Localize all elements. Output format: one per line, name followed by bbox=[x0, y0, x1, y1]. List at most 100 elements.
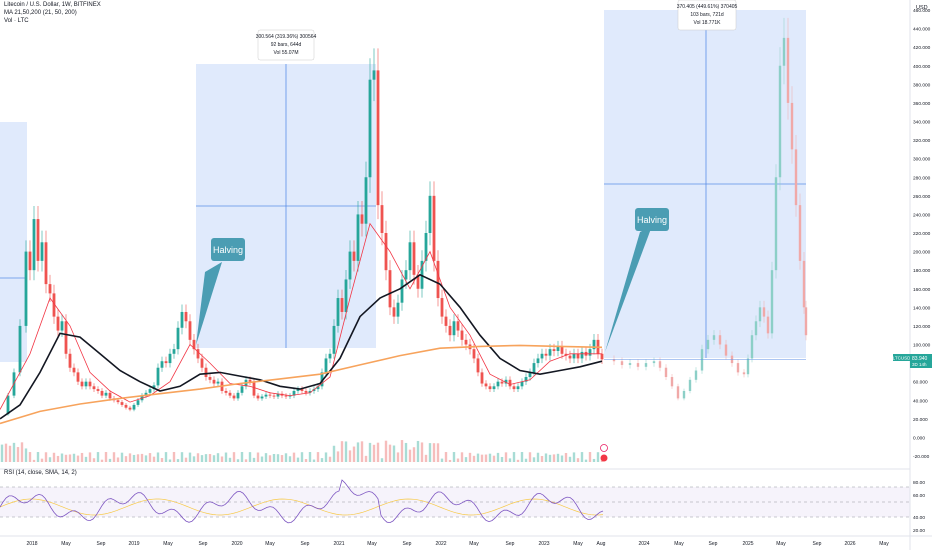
candle-body bbox=[448, 325, 452, 336]
volume-bar bbox=[396, 452, 400, 462]
measure-label-1: 300.564 (319.36%) 300564 92 bars, 644d V… bbox=[256, 29, 317, 61]
candle-body bbox=[552, 349, 556, 352]
candle-body bbox=[568, 355, 572, 359]
projection-body bbox=[742, 372, 746, 375]
volume-bar bbox=[164, 452, 168, 462]
candle-body bbox=[120, 402, 124, 405]
volume-bar bbox=[320, 458, 324, 462]
time-axis-label: 2025 bbox=[742, 541, 753, 547]
measure-box-2021[interactable] bbox=[196, 64, 376, 348]
volume-bar bbox=[168, 459, 172, 462]
currency-label[interactable]: USD bbox=[916, 5, 928, 11]
rsi-axis-label: 80.00 bbox=[913, 480, 925, 486]
volume-bar bbox=[136, 454, 140, 462]
volume-bar bbox=[4, 443, 8, 462]
candle-body bbox=[516, 386, 520, 390]
candle-body bbox=[324, 358, 328, 373]
volume-bar bbox=[496, 452, 500, 462]
candle-body bbox=[360, 214, 364, 224]
candle-body bbox=[544, 353, 548, 356]
candle-body bbox=[452, 321, 456, 336]
volume-bar bbox=[464, 457, 468, 462]
volume-bar bbox=[412, 447, 416, 462]
measure-box-2018[interactable] bbox=[0, 122, 27, 362]
volume-bar bbox=[408, 449, 412, 462]
projection-body bbox=[802, 260, 806, 308]
ma-indicator-title[interactable]: MA 21,50,200 (21, 50, 200) bbox=[4, 10, 77, 16]
symbol-title[interactable]: Litecoin / U.S. Dollar, 1W, BITFINEX bbox=[4, 2, 101, 8]
volume-bar bbox=[388, 444, 392, 462]
volume-bar bbox=[264, 453, 268, 462]
volume-bar bbox=[300, 452, 304, 462]
candle-body bbox=[404, 270, 408, 280]
candle-body bbox=[92, 386, 96, 390]
candle-body bbox=[580, 351, 584, 359]
price-axis-label: 380.000 bbox=[913, 82, 931, 88]
volume-bar bbox=[380, 458, 384, 462]
halving-callout-1[interactable]: Halving bbox=[196, 238, 245, 345]
candle-body bbox=[40, 242, 44, 261]
candle-body bbox=[336, 298, 340, 326]
volume-bar bbox=[64, 454, 68, 462]
halving-callout-2[interactable]: Halving bbox=[605, 208, 669, 352]
candle-body bbox=[100, 390, 104, 396]
candle-body bbox=[72, 367, 76, 373]
volume-bar bbox=[308, 452, 312, 462]
volume-indicator-title[interactable]: Vol · LTC bbox=[4, 18, 29, 24]
candle-body bbox=[456, 321, 460, 331]
volume-bar bbox=[224, 452, 228, 462]
rsi-indicator-title[interactable]: RSI (14, close, SMA, 14, 2) bbox=[4, 470, 77, 476]
candle-body bbox=[36, 219, 40, 261]
projection-body bbox=[620, 361, 624, 365]
price-axis[interactable]: 460.000 440.000 420.000 400.000 380.000 360.0… bbox=[913, 8, 931, 460]
volume-bar bbox=[144, 455, 148, 462]
candle-body bbox=[356, 214, 360, 261]
volume-bar bbox=[536, 452, 540, 462]
volume-bar bbox=[368, 442, 372, 462]
candle-body bbox=[284, 395, 288, 397]
candle-body bbox=[208, 377, 212, 380]
candle-body bbox=[508, 379, 512, 387]
volume-bar bbox=[116, 457, 120, 462]
volume-bar bbox=[372, 444, 376, 462]
candle-body bbox=[304, 390, 308, 393]
candle-body bbox=[152, 385, 156, 390]
svg-text:300.564 (319.36%) 300564: 300.564 (319.36%) 300564 bbox=[256, 34, 317, 40]
volume-bar bbox=[480, 454, 484, 462]
rsi-lines bbox=[0, 479, 604, 524]
volume-bar bbox=[184, 457, 188, 462]
price-axis-label: 40.000 bbox=[913, 398, 928, 404]
volume-bar bbox=[104, 452, 108, 462]
candle-body bbox=[392, 307, 396, 317]
volume-bar bbox=[84, 456, 88, 462]
volume-bar bbox=[236, 459, 240, 462]
candle-body bbox=[268, 394, 272, 396]
volume-bar bbox=[384, 440, 388, 462]
projection-body bbox=[712, 335, 716, 340]
candle-body bbox=[276, 393, 280, 397]
volume-bar bbox=[288, 456, 292, 462]
candle-body bbox=[444, 316, 448, 326]
volume-bar bbox=[36, 452, 40, 462]
time-axis[interactable]: 2018 May Sep 2019 May Sep 2020 May Sep 2021 May Sep… bbox=[26, 541, 889, 547]
rsi-sma-line bbox=[0, 498, 604, 516]
time-axis-label: May bbox=[367, 541, 377, 547]
candle-body bbox=[232, 395, 236, 399]
event-icons[interactable] bbox=[600, 444, 608, 462]
volume-bar bbox=[340, 441, 344, 462]
candle-body bbox=[576, 353, 580, 359]
candle-body bbox=[80, 381, 84, 387]
volume-bar bbox=[448, 459, 452, 462]
volume-bar bbox=[252, 457, 256, 462]
candle-body bbox=[316, 386, 320, 390]
volume-bar bbox=[220, 456, 224, 462]
svg-text:370.405 (449.61%) 370405: 370.405 (449.61%) 370405 bbox=[677, 4, 738, 10]
svg-text:3D 14h: 3D 14h bbox=[912, 362, 927, 367]
volume-bar bbox=[268, 455, 272, 462]
candle-body bbox=[372, 70, 376, 80]
candle-body bbox=[164, 361, 168, 364]
candle-body bbox=[492, 386, 496, 390]
time-axis-label: 2021 bbox=[333, 541, 344, 547]
